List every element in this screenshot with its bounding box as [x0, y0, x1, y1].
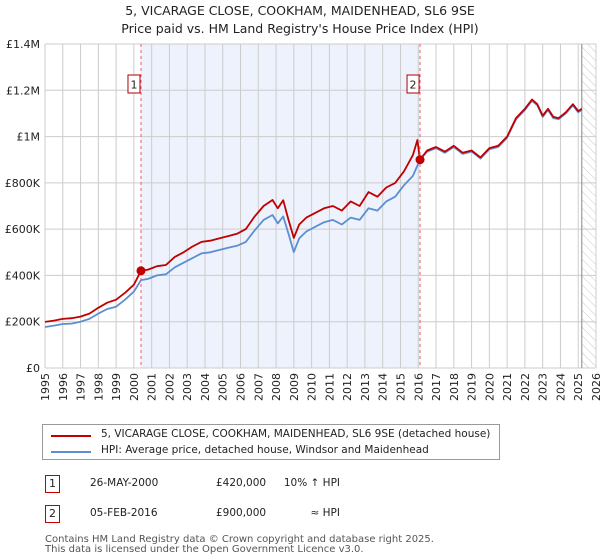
sale-hpi-comparison: ≈ HPI [310, 507, 340, 519]
x-tick-label: 2021 [501, 373, 514, 401]
sale-1-label: 1 [130, 79, 137, 92]
x-tick-label: 2022 [519, 373, 532, 401]
y-tick-label: £0 [26, 362, 40, 375]
sale-2-label: 2 [410, 79, 417, 92]
y-tick-label: £1.4M [6, 38, 40, 51]
x-tick-label: 2020 [483, 373, 496, 401]
y-tick-label: £600K [5, 223, 41, 236]
x-tick-label: 2014 [377, 373, 390, 401]
x-tick-label: 1996 [57, 373, 70, 401]
x-tick-label: 2005 [217, 373, 230, 401]
sale-hpi-comparison: 10% ↑ HPI [283, 477, 340, 489]
x-tick-label: 2025 [572, 373, 585, 401]
chart-subtitle: Price paid vs. HM Land Registry's House … [121, 21, 479, 36]
y-tick-label: £200K [5, 316, 41, 329]
sale-number-badge: 2 [45, 505, 60, 523]
sale-1-label-box [127, 74, 141, 94]
attribution-footer: Contains HM Land Registry data © Crown c… [45, 535, 434, 555]
sale-row-1: 1 26-MAY-2000 £420,000 10% ↑ HPI [0, 475, 340, 495]
x-tick-label: 2026 [590, 373, 600, 401]
attribution-line-1: Contains HM Land Registry data © Crown c… [45, 534, 434, 545]
y-tick-label: £1M [17, 131, 41, 144]
x-tick-label: 2024 [554, 373, 567, 401]
chart-legend: 5, VICARAGE CLOSE, COOKHAM, MAIDENHEAD, … [42, 424, 500, 460]
chart-title: 5, VICARAGE CLOSE, COOKHAM, MAIDENHEAD, … [125, 3, 475, 18]
sale-2-point [415, 155, 425, 165]
x-tick-label: 1998 [92, 373, 105, 401]
legend-label-property: 5, VICARAGE CLOSE, COOKHAM, MAIDENHEAD, … [101, 428, 491, 440]
x-tick-label: 2011 [323, 373, 336, 401]
sale-price: £420,000 [216, 477, 267, 489]
x-tick-label: 2004 [199, 373, 212, 401]
sale-2-label-box [406, 74, 420, 94]
x-tick-label: 2008 [270, 373, 283, 401]
x-tick-label: 2023 [537, 373, 550, 401]
x-tick-label: 2018 [448, 373, 461, 401]
legend-label-hpi: HPI: Average price, detached house, Wind… [101, 444, 429, 456]
x-tick-label: 2003 [181, 373, 194, 401]
x-tick-label: 2010 [306, 373, 319, 401]
legend-swatch-property [51, 435, 91, 437]
y-tick-label: £1.2M [6, 84, 40, 97]
sale-price: £900,000 [216, 507, 267, 519]
x-tick-label: 2017 [430, 373, 443, 401]
x-tick-label: 2002 [163, 373, 176, 401]
x-tick-label: 1999 [110, 373, 123, 401]
x-tick-label: 2013 [359, 373, 372, 401]
x-tick-label: 2012 [341, 373, 354, 401]
legend-swatch-hpi [51, 451, 91, 453]
sale-date: 26-MAY-2000 [90, 477, 159, 489]
sale-date: 05-FEB-2016 [90, 507, 158, 519]
shaded-ownership-region [140, 44, 421, 368]
y-tick-label: £400K [5, 269, 41, 282]
x-tick-label: 2007 [252, 373, 265, 401]
x-tick-label: 2000 [128, 373, 141, 401]
x-tick-label: 2001 [146, 373, 159, 401]
x-tick-label: 2019 [466, 373, 479, 401]
x-tick-label: 2006 [235, 373, 248, 401]
hatched-forecast-region [581, 44, 596, 368]
price-chart: 1 2 £0 £200K £400K £600K £800K £1M £1.2M £1.4M 1… [5, 38, 600, 401]
y-tick-label: £800K [5, 177, 41, 190]
x-tick-label: 2015 [394, 373, 407, 401]
sale-row-2: 2 05-FEB-2016 £900,000 ≈ HPI [0, 505, 340, 525]
x-tick-label: 1997 [75, 373, 88, 401]
x-tick-label: 1995 [39, 373, 52, 401]
x-tick-label: 2016 [412, 373, 425, 401]
sale-1-point [136, 266, 146, 276]
sale-number-badge: 1 [45, 475, 60, 493]
attribution-line-2: This data is licensed under the Open Gov… [45, 544, 364, 555]
x-tick-label: 2009 [288, 373, 301, 401]
